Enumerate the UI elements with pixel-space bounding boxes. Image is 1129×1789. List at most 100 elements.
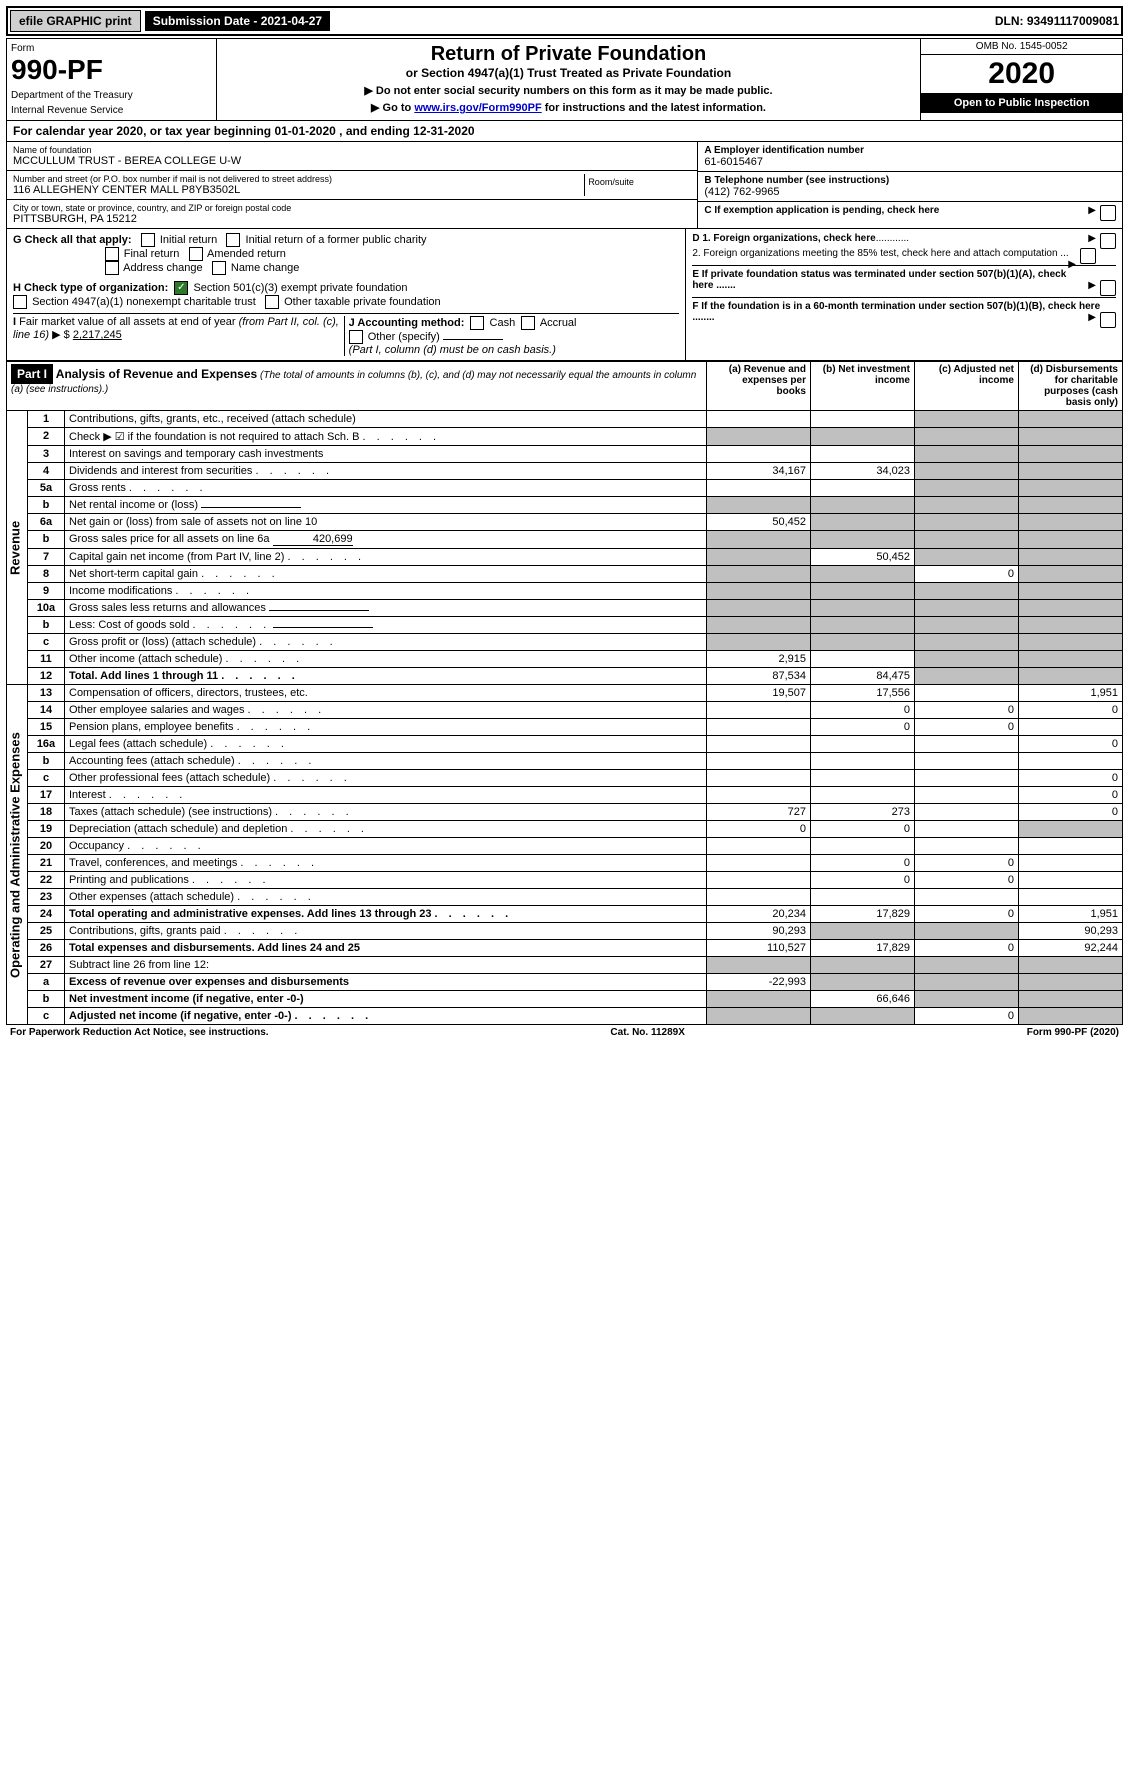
line-description: Gross sales price for all assets on line… — [65, 531, 707, 549]
cell-value: 0 — [1019, 736, 1123, 753]
i-label: I Fair market value of all assets at end… — [13, 316, 339, 341]
d2-checkbox[interactable] — [1080, 248, 1096, 264]
initial-return-checkbox[interactable] — [141, 233, 155, 247]
cell-value — [707, 770, 811, 787]
line-description: Pension plans, employee benefits . . . .… — [65, 719, 707, 736]
d2-label: 2. Foreign organizations meeting the 85%… — [692, 248, 1068, 259]
exemption-checkbox[interactable] — [1100, 205, 1116, 221]
cell-value — [811, 770, 915, 787]
cell-value — [811, 531, 915, 549]
line-number: 2 — [28, 428, 65, 446]
cell-value: 0 — [811, 872, 915, 889]
cell-value: 66,646 — [811, 991, 915, 1008]
table-row: 11Other income (attach schedule) . . . .… — [7, 651, 1123, 668]
table-row: bLess: Cost of goods sold . . . . . . — [7, 617, 1123, 634]
line-number: 23 — [28, 889, 65, 906]
fmv-value: 2,217,245 — [73, 329, 122, 341]
cell-value — [1019, 566, 1123, 583]
cell-value — [915, 617, 1019, 634]
line-number: 26 — [28, 940, 65, 957]
cell-value — [915, 838, 1019, 855]
cell-value — [915, 889, 1019, 906]
h-label: H Check type of organization: — [13, 282, 168, 294]
line-description: Dividends and interest from securities .… — [65, 463, 707, 480]
line-description: Capital gain net income (from Part IV, l… — [65, 549, 707, 566]
cell-value — [707, 872, 811, 889]
cell-value — [1019, 821, 1123, 838]
cell-value: 84,475 — [811, 668, 915, 685]
address-change-checkbox[interactable] — [105, 261, 119, 275]
cell-value: 273 — [811, 804, 915, 821]
cell-value — [811, 514, 915, 531]
cell-value — [707, 480, 811, 497]
other-taxable-checkbox[interactable] — [265, 295, 279, 309]
table-row: 19Depreciation (attach schedule) and dep… — [7, 821, 1123, 838]
cash-checkbox[interactable] — [470, 316, 484, 330]
table-row: 27Subtract line 26 from line 12: — [7, 957, 1123, 974]
line-description: Income modifications . . . . . . — [65, 583, 707, 600]
cell-value — [707, 497, 811, 514]
cell-value — [1019, 617, 1123, 634]
line-description: Net short-term capital gain . . . . . . — [65, 566, 707, 583]
line-description: Net gain or (loss) from sale of assets n… — [65, 514, 707, 531]
f-checkbox[interactable] — [1100, 312, 1116, 328]
g-label: G Check all that apply: — [13, 234, 132, 246]
cell-value: 17,829 — [811, 940, 915, 957]
line-number: 19 — [28, 821, 65, 838]
e-checkbox[interactable] — [1100, 280, 1116, 296]
cell-value: 0 — [915, 1008, 1019, 1025]
line-description: Other professional fees (attach schedule… — [65, 770, 707, 787]
line-description: Less: Cost of goods sold . . . . . . — [65, 617, 707, 634]
line-number: b — [28, 753, 65, 770]
irs-link[interactable]: www.irs.gov/Form990PF — [414, 102, 541, 114]
501c3-checkbox[interactable] — [174, 281, 188, 295]
cell-value — [1019, 651, 1123, 668]
exemption-label: C If exemption application is pending, c… — [704, 205, 939, 216]
table-row: 10aGross sales less returns and allowanc… — [7, 600, 1123, 617]
line-description: Check ▶ ☑ if the foundation is not requi… — [65, 428, 707, 446]
initial-former-checkbox[interactable] — [226, 233, 240, 247]
cell-value — [707, 838, 811, 855]
line-description: Total operating and administrative expen… — [65, 906, 707, 923]
line-number: 13 — [28, 685, 65, 702]
name-change-checkbox[interactable] — [212, 261, 226, 275]
cell-value — [1019, 428, 1123, 446]
final-return-checkbox[interactable] — [105, 247, 119, 261]
line-number: 9 — [28, 583, 65, 600]
cell-value: 0 — [915, 872, 1019, 889]
other-method-checkbox[interactable] — [349, 330, 363, 344]
accrual-checkbox[interactable] — [521, 316, 535, 330]
open-inspection: Open to Public Inspection — [921, 93, 1122, 113]
table-row: cOther professional fees (attach schedul… — [7, 770, 1123, 787]
4947a1-checkbox[interactable] — [13, 295, 27, 309]
form-subtitle: or Section 4947(a)(1) Trust Treated as P… — [221, 66, 917, 80]
cell-value — [707, 736, 811, 753]
line-number: 15 — [28, 719, 65, 736]
line-number: 22 — [28, 872, 65, 889]
e-label: E If private foundation status was termi… — [692, 269, 1066, 291]
cell-value — [1019, 463, 1123, 480]
line-description: Legal fees (attach schedule) . . . . . . — [65, 736, 707, 753]
line-number: 7 — [28, 549, 65, 566]
cell-value — [707, 566, 811, 583]
d1-checkbox[interactable] — [1100, 233, 1116, 249]
table-row: 9Income modifications . . . . . . — [7, 583, 1123, 600]
table-row: 23Other expenses (attach schedule) . . .… — [7, 889, 1123, 906]
line-number: c — [28, 770, 65, 787]
cell-value: 1,951 — [1019, 685, 1123, 702]
cat-no: Cat. No. 11289X — [610, 1027, 684, 1038]
cell-value — [1019, 855, 1123, 872]
cell-value: 17,556 — [811, 685, 915, 702]
cell-value — [1019, 753, 1123, 770]
cell-value: 17,829 — [811, 906, 915, 923]
cell-value — [915, 957, 1019, 974]
amended-return-checkbox[interactable] — [189, 247, 203, 261]
line-description: Gross rents . . . . . . — [65, 480, 707, 497]
efile-button[interactable]: efile GRAPHIC print — [10, 10, 141, 32]
line-description: Depreciation (attach schedule) and deple… — [65, 821, 707, 838]
line-description: Interest on savings and temporary cash i… — [65, 446, 707, 463]
cell-value: 19,507 — [707, 685, 811, 702]
cell-value — [707, 855, 811, 872]
table-row: 15Pension plans, employee benefits . . .… — [7, 719, 1123, 736]
cell-value — [707, 428, 811, 446]
